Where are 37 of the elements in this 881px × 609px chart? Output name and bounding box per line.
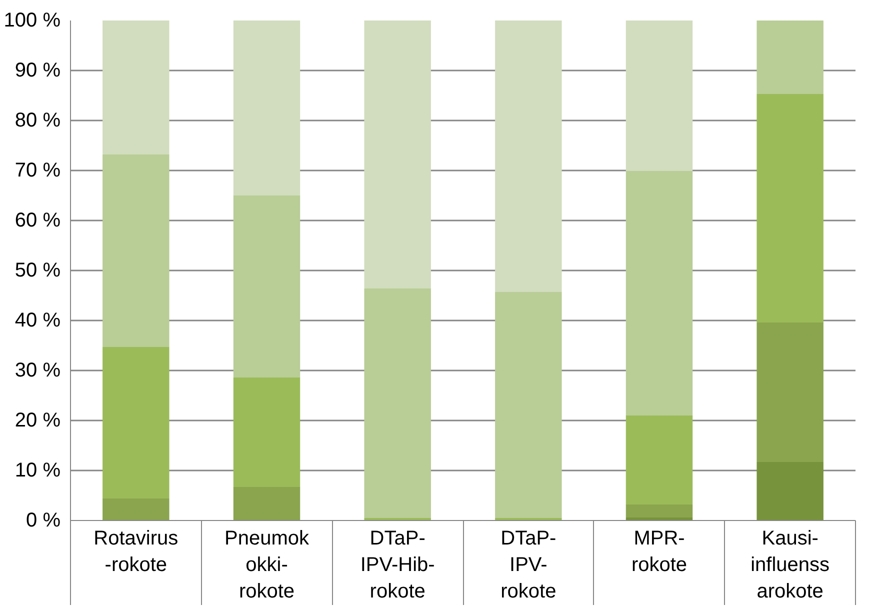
x-tick-label: Rotavirus -rokote	[94, 528, 178, 576]
bar	[756, 94, 824, 322]
bar	[364, 288, 431, 518]
x-tick-label: Pneumok okki- rokote	[224, 528, 310, 602]
bar	[756, 462, 824, 520]
y-tick-label: 10 %	[14, 460, 61, 482]
y-tick-label: 50 %	[14, 260, 61, 282]
bar	[102, 154, 170, 347]
bar	[233, 20, 300, 196]
bar	[233, 487, 300, 520]
y-tick-label: 60 %	[14, 210, 61, 232]
y-tick-label: 100 %	[4, 10, 61, 32]
x-tick-label: DTaP- IPV- rokote	[500, 528, 556, 602]
y-tick-label: 90 %	[14, 60, 61, 82]
y-tick-label: 30 %	[14, 360, 61, 382]
bar	[495, 292, 562, 518]
y-tick-label: 0 %	[26, 510, 61, 532]
bar	[626, 20, 693, 171]
bar	[495, 20, 562, 292]
bar	[756, 20, 824, 94]
bar	[102, 347, 170, 498]
x-tick-label: Kausi- influenss arokote	[750, 528, 830, 602]
bar	[364, 20, 431, 288]
bar	[102, 498, 170, 520]
bar	[756, 322, 824, 462]
bar	[626, 416, 693, 504]
bar	[102, 20, 170, 154]
y-tick-label: 40 %	[14, 310, 61, 332]
bar	[626, 171, 693, 416]
x-tick-label: MPR- rokote	[631, 528, 688, 576]
y-tick-label: 20 %	[14, 410, 61, 432]
y-tick-label: 70 %	[14, 160, 61, 182]
bar	[233, 378, 300, 487]
x-tick-label: DTaP- IPV-Hib- rokote	[360, 528, 435, 602]
bar	[626, 504, 693, 518]
y-tick-label: 80 %	[14, 110, 61, 132]
bar	[233, 196, 300, 378]
